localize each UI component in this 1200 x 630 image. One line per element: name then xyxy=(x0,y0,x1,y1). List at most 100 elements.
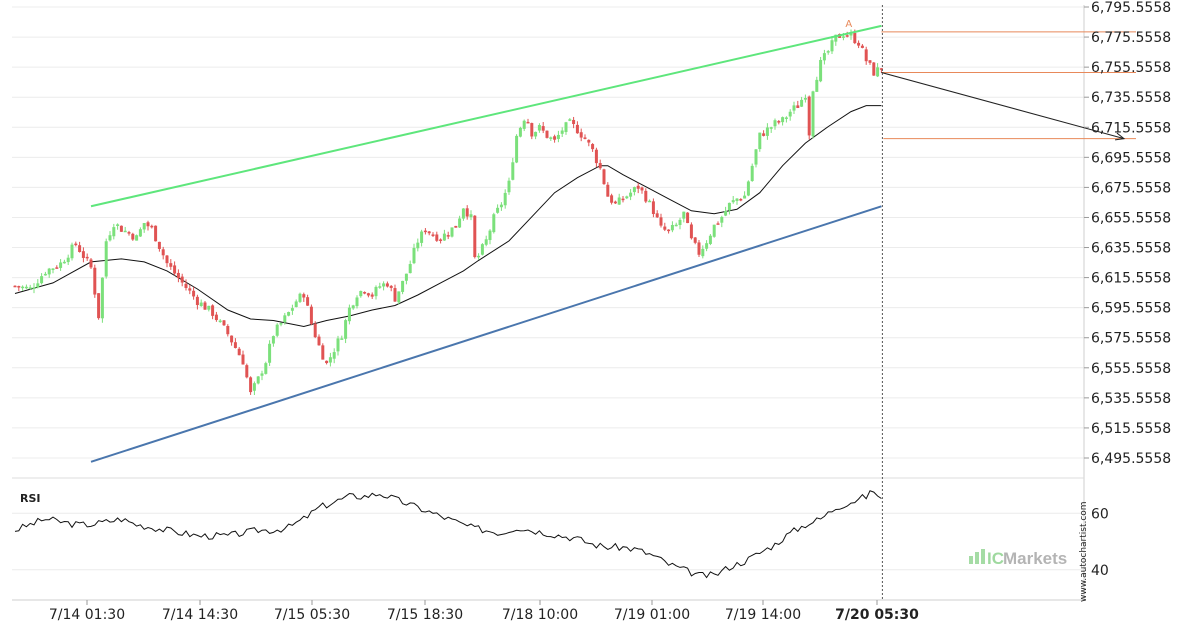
candle-body xyxy=(100,277,104,319)
candle-body xyxy=(853,32,857,44)
candle-body xyxy=(366,293,370,296)
candle-body xyxy=(161,249,165,256)
y-tick-label: 6,735.5558 xyxy=(1091,90,1171,106)
candle-body xyxy=(518,127,522,137)
candle-body xyxy=(507,180,511,193)
candle-body xyxy=(123,230,127,233)
candle-body xyxy=(344,320,348,339)
forecast-arrow-line xyxy=(881,71,1125,140)
candle-body xyxy=(617,197,621,205)
candle-body xyxy=(488,230,492,241)
candle-body xyxy=(355,297,359,307)
candle-body xyxy=(252,383,256,391)
candle-body xyxy=(712,224,716,237)
candle-body xyxy=(245,365,249,378)
x-tick-label: 7/15 05:30 xyxy=(274,607,350,623)
candle-body xyxy=(579,132,583,138)
candle-body xyxy=(17,286,21,288)
candle-body xyxy=(66,257,70,263)
candle-body xyxy=(477,255,481,258)
candle-body xyxy=(480,244,484,255)
candle-body xyxy=(674,224,678,227)
candle-body xyxy=(28,287,32,289)
candle-body xyxy=(306,297,310,306)
candle-body xyxy=(294,301,298,308)
y-tick-label: 6,775.5558 xyxy=(1091,30,1171,46)
candle-body xyxy=(116,224,120,226)
candle-body xyxy=(541,126,545,131)
candle-body xyxy=(21,286,25,289)
candle-body xyxy=(553,136,557,140)
candle-body xyxy=(701,248,705,257)
candle-body xyxy=(450,227,454,237)
candle-body xyxy=(811,91,815,137)
candle-body xyxy=(667,229,671,232)
candle-body xyxy=(313,323,317,338)
x-tick-label: 7/15 18:30 xyxy=(387,607,463,623)
candle-body xyxy=(385,283,389,287)
candle-body xyxy=(849,33,853,36)
lower-channel-line xyxy=(90,205,882,463)
candle-body xyxy=(93,267,97,295)
candle-body xyxy=(222,320,226,326)
candle-body xyxy=(484,239,488,245)
candle-body xyxy=(720,217,724,223)
candle-body xyxy=(85,256,89,259)
candle-body xyxy=(47,268,51,275)
candle-body xyxy=(271,336,275,344)
candle-body xyxy=(830,40,834,52)
candle-body xyxy=(613,201,617,204)
candle-body xyxy=(62,261,66,264)
y-tick-label: 6,715.5558 xyxy=(1091,120,1171,136)
candle-body xyxy=(283,315,287,323)
candle-body xyxy=(165,255,169,264)
moving-average-layer xyxy=(14,105,882,328)
candle-body xyxy=(70,244,74,259)
candle-body xyxy=(716,223,720,225)
candle-body xyxy=(632,187,636,193)
candle-body xyxy=(442,233,446,241)
y-tick-label: 6,635.5558 xyxy=(1091,241,1171,257)
y-tick-label: 6,515.5558 xyxy=(1091,421,1171,437)
candle-body xyxy=(454,225,458,228)
candle-body xyxy=(796,105,800,108)
candle-body xyxy=(309,306,313,324)
candle-body xyxy=(644,190,648,202)
rsi-tick-label: 60 xyxy=(1091,506,1109,522)
candle-body xyxy=(659,217,663,226)
candle-body xyxy=(287,312,291,316)
candle-body xyxy=(378,286,382,288)
candle-body xyxy=(511,162,515,180)
candle-body xyxy=(260,373,264,376)
brand-logo: IC Markets xyxy=(969,549,1067,568)
candle-body xyxy=(347,307,351,322)
candle-body xyxy=(705,243,709,249)
candle-body xyxy=(556,134,560,139)
candle-body xyxy=(769,127,773,129)
candle-body xyxy=(203,302,207,310)
candle-body xyxy=(773,120,777,127)
candle-body xyxy=(610,195,614,203)
candle-body xyxy=(792,105,796,111)
candle-body xyxy=(788,111,792,117)
candle-body xyxy=(845,35,849,37)
candle-body xyxy=(108,235,112,241)
candle-body xyxy=(112,227,116,237)
candle-body xyxy=(583,137,587,139)
candle-body xyxy=(59,262,63,268)
candle-body xyxy=(43,273,47,276)
y-tick-label: 6,555.5558 xyxy=(1091,361,1171,377)
y-tick-label: 6,595.5558 xyxy=(1091,301,1171,317)
candle-body xyxy=(97,293,101,319)
candle-body xyxy=(708,235,712,244)
candle-body xyxy=(199,302,203,307)
upper-channel-line xyxy=(90,24,882,208)
candle-body xyxy=(640,187,644,191)
candle-body xyxy=(119,225,123,232)
candle-body xyxy=(180,276,184,283)
candle-body xyxy=(743,195,747,199)
x-tick-label: 7/18 10:00 xyxy=(502,607,578,623)
candle-body xyxy=(55,267,59,269)
candle-body xyxy=(157,241,161,249)
